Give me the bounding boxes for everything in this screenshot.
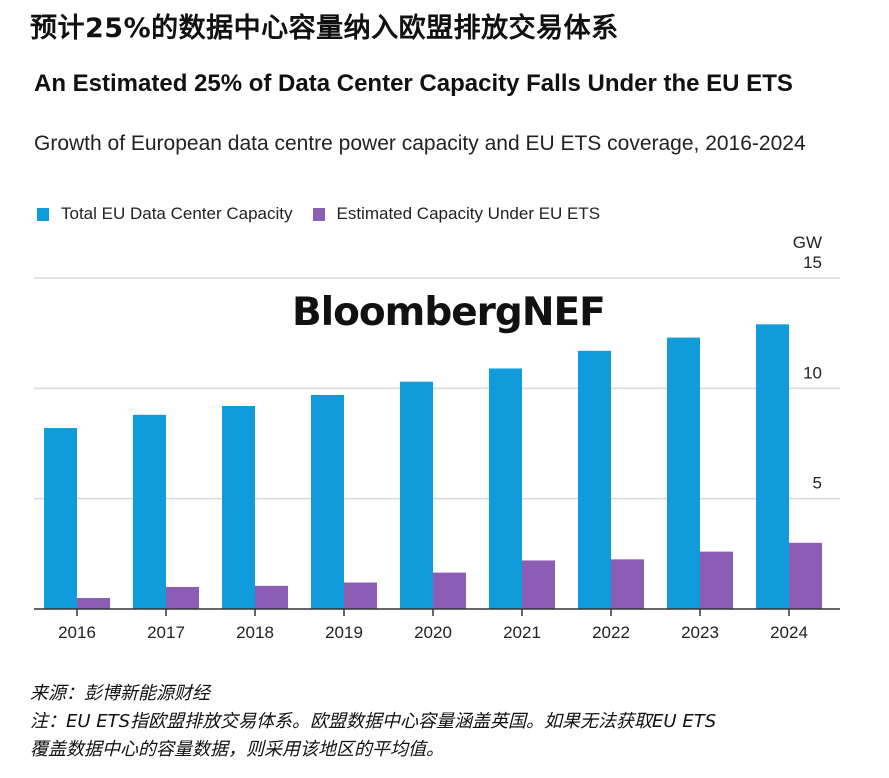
x-tick-label-2023: 2023 [681,623,719,642]
bar-total-2016 [44,428,77,609]
bloombergnef-logo: BloombergNEF [292,290,606,335]
y-axis-unit-label: GW [793,233,822,252]
bar-total-2023 [667,337,700,609]
bar-total-2018 [222,405,255,609]
bar-ets-2020 [433,572,466,609]
bar-ets-2023 [700,551,733,609]
bar-ets-2018 [255,585,288,609]
bar-ets-2017 [166,586,199,609]
x-tick-label-2022: 2022 [592,623,630,642]
bar-ets-2022 [611,559,644,609]
legend-label-total: Total EU Data Center Capacity [61,204,293,223]
bar-ets-2016 [77,597,110,609]
headline-cn: 预计25%的数据中心容量纳入欧盟排放交易体系 [30,13,619,44]
y-tick-label-10: 10 [803,363,822,382]
bar-total-2019 [311,394,344,609]
bar-total-2020 [400,381,433,609]
bar-ets-2024 [789,542,822,609]
legend-item-total: Total EU Data Center Capacity [37,204,293,224]
x-tick-label-2020: 2020 [414,623,452,642]
bar-total-2017 [133,414,166,609]
footnote-line-1: 注：EU ETS指欧盟排放交易体系。欧盟数据中心容量涵盖英国。如果无法获取EU … [30,711,717,732]
bar-ets-2019 [344,582,377,609]
bar-total-2021 [489,368,522,609]
bar-total-2024 [756,324,789,609]
chart-title: An Estimated 25% of Data Center Capacity… [34,70,793,97]
legend-swatch-total [37,207,49,221]
legend: Total EU Data Center Capacity Estimated … [37,204,620,224]
x-tick-label-2024: 2024 [770,623,808,642]
x-tick-label-2017: 2017 [147,623,185,642]
bar-chart: 051015GW20162017201820192020202120222023… [34,233,840,642]
legend-item-ets: Estimated Capacity Under EU ETS [312,204,601,224]
footnote-line-2: 覆盖数据中心的容量数据，则采用该地区的平均值。 [30,739,444,760]
y-tick-label-5: 5 [813,474,822,493]
x-tick-label-2019: 2019 [325,623,363,642]
x-tick-label-2018: 2018 [236,623,274,642]
footer: 来源：彭博新能源财经 注：EU ETS指欧盟排放交易体系。欧盟数据中心容量涵盖英… [30,680,716,764]
x-tick-label-2016: 2016 [58,623,96,642]
bar-total-2022 [578,350,611,609]
source-note: 来源：彭博新能源财经 [30,683,210,704]
legend-label-ets: Estimated Capacity Under EU ETS [336,204,601,223]
x-tick-label-2021: 2021 [503,623,541,642]
bar-ets-2021 [522,560,555,609]
y-tick-label-15: 15 [803,253,822,272]
legend-swatch-ets [312,207,325,221]
chart-subtitle: Growth of European data centre power cap… [34,132,806,155]
